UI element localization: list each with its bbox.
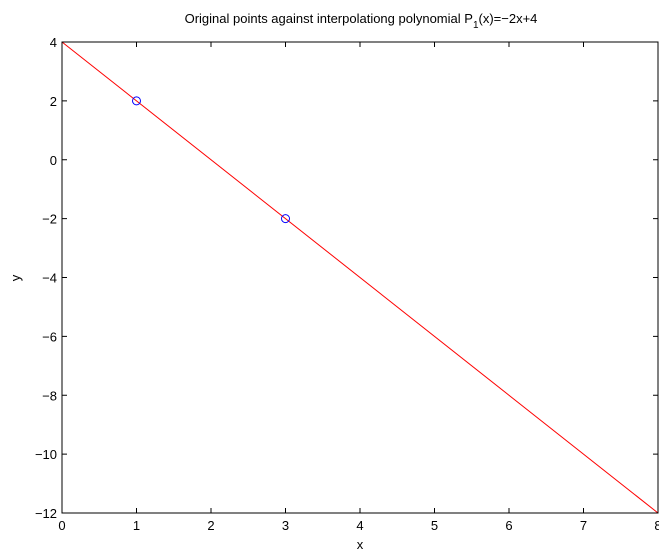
x-tick-label: 5: [431, 518, 438, 533]
y-tick-label: 4: [50, 35, 57, 50]
x-tick-label: 8: [654, 518, 659, 533]
chart-title-subscript: 1: [473, 20, 479, 31]
series-layer: [61, 41, 659, 514]
y-tick-label: −6: [42, 329, 57, 344]
y-tick-label: −12: [35, 506, 57, 521]
y-tick-label: 0: [50, 153, 57, 168]
data-point-2: [281, 214, 290, 224]
y-tick-label: −8: [42, 388, 57, 403]
y-tick-label: 2: [50, 94, 57, 109]
y-tick-label: −4: [42, 271, 57, 286]
x-tick-label: 0: [58, 518, 65, 533]
x-axis-label: x: [357, 537, 364, 552]
chart-title-suffix: (x)=−2x+4: [479, 11, 538, 26]
line-series-0: [61, 41, 659, 514]
x-tick-label: 2: [207, 518, 214, 533]
y-tick-label: −10: [35, 447, 57, 462]
y-tick-label: −2: [42, 212, 57, 227]
y-axis-label: y: [8, 274, 23, 281]
chart-title: Original points against interpolationg p…: [185, 11, 538, 31]
tick-layer: 0 1 2 3 4 5 6 7 8 4 2 0 −2 −4 −6 −8 −10 −12: [35, 35, 659, 533]
x-tick-label: 7: [580, 518, 587, 533]
x-tick-label: 4: [356, 518, 363, 533]
x-tick-label: 6: [505, 518, 512, 533]
plot-area: 0 1 2 3 4 5 6 7 8 4 2 0 −2 −4 −6 −8 −10 −12: [35, 35, 659, 533]
x-tick-label: 1: [133, 518, 140, 533]
x-tick-label: 3: [282, 518, 289, 533]
chart-title-main: Original points against interpolationg p…: [185, 11, 473, 26]
data-point-1: [132, 96, 141, 106]
